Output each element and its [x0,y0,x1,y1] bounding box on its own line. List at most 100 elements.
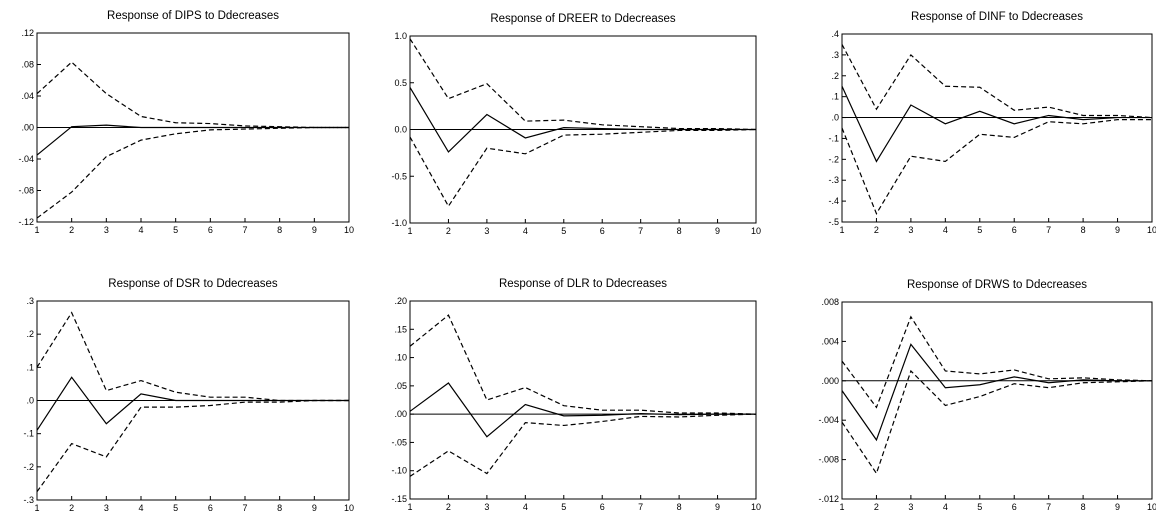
confidence-band-line [841,369,1153,475]
x-tick-label: 2 [874,225,879,235]
x-tick-label: 8 [1081,225,1086,235]
y-tick-label: .4 [831,29,839,39]
y-tick-label: 1.0 [394,31,407,41]
y-tick-label: .2 [831,71,839,81]
x-tick-label: 6 [1012,225,1017,235]
x-tick-label: 5 [561,226,566,236]
y-tick-label: .00 [21,123,34,133]
chart-svg: Response of DIPS to Ddecreases .12 .08 .04.… [18,10,354,235]
x-tick-label: 4 [138,503,143,513]
x-tick-label: 4 [523,226,528,236]
chart-svg: Response of DRWS to Ddecreases .008 .004 .0… [818,279,1156,512]
chart-panel: Response of DINF to Ddecreases .4 .3 .2 .1 .0… [790,0,1156,240]
x-tick-label: 7 [638,502,643,512]
chart-svg: Response of DINF to Ddecreases .4 .3 .2 .1 .0… [828,11,1156,235]
y-tick-label: -.1 [23,429,34,439]
x-tick-label: 9 [715,226,720,236]
x-tick-label: 5 [977,225,982,235]
y-tick-label: .12 [21,28,34,38]
chart-title: Response of DINF to Ddecreases [911,11,1083,23]
chart-panel: Response of DIPS to Ddecreases .12 .08 .04.… [0,0,360,240]
x-tick-label: 1 [34,225,39,235]
y-tick-label: .004 [821,336,839,346]
x-tick-label: 1 [407,502,412,512]
x-tick-label: 5 [173,503,178,513]
y-tick-label: -.2 [23,462,34,472]
y-tick-label: -.15 [391,494,407,504]
y-tick-label: .00 [394,409,407,419]
y-tick-label: .1 [831,92,839,102]
y-tick-label: .3 [26,296,34,306]
x-tick-label: 5 [977,502,982,512]
x-tick-label: 1 [839,225,844,235]
y-tick-label: .3 [831,50,839,60]
chart-title: Response of DSR to Ddecreases [108,278,278,290]
y-tick-label: -.2 [828,154,839,164]
chart-svg: Response of DSR to Ddecreases .3 .2 .1 .0 -.1… [23,278,354,513]
x-tick-label: 7 [242,225,247,235]
x-tick-label: 4 [943,502,948,512]
chart-title: Response of DREER to Ddecreases [490,13,676,25]
x-tick-label: 6 [600,226,605,236]
y-tick-label: .05 [394,381,407,391]
x-tick-label: 3 [484,226,489,236]
x-tick-label: 5 [173,225,178,235]
y-tick-label: .0 [26,396,34,406]
y-tick-label: 0.5 [394,78,407,88]
y-tick-label: -.3 [23,495,34,505]
y-tick-label: -1.0 [391,218,407,228]
x-tick-label: 4 [943,225,948,235]
response-line [841,343,1152,442]
chart-title: Response of DLR to Ddecreases [499,278,667,290]
y-tick-label: -.4 [828,196,839,206]
y-tick-label: -.004 [818,415,839,425]
chart-panel: Response of DLR to Ddecreases .20 .15 .10 .0… [390,272,770,517]
x-tick-label: 2 [874,502,879,512]
x-tick-label: 8 [677,226,682,236]
chart-svg: Response of DLR to Ddecreases .20 .15 .10 .0… [391,278,761,512]
confidence-band-line [36,61,349,129]
y-tick-label: .000 [821,376,839,386]
x-tick-label: 5 [561,502,566,512]
y-tick-label: -.1 [828,133,839,143]
y-tick-label: .08 [21,60,34,70]
x-tick-label: 3 [908,225,913,235]
x-tick-label: 6 [208,503,213,513]
x-tick-label: 6 [1012,502,1017,512]
x-tick-label: 3 [104,503,109,513]
x-tick-label: 10 [1147,225,1156,235]
chart-panel: Response of DRWS to Ddecreases .008 .004 .0… [790,272,1156,517]
x-tick-label: 3 [484,502,489,512]
chart-svg: Response of DREER to Ddecreases 1.0 0.5 0.0… [391,13,761,236]
x-tick-label: 8 [1081,502,1086,512]
y-tick-label: -.05 [391,437,407,447]
x-tick-label: 10 [1147,502,1156,512]
confidence-band-line [841,315,1153,409]
response-line [36,376,349,431]
response-line [409,382,756,438]
confidence-band-line [36,311,349,402]
x-tick-label: 9 [1115,502,1120,512]
response-line [36,124,349,156]
y-tick-label: .0 [831,113,839,123]
y-tick-label: .20 [394,296,407,306]
response-line [409,87,756,153]
confidence-band-line [841,44,1153,119]
x-tick-label: 4 [138,225,143,235]
y-tick-label: .008 [821,297,839,307]
x-tick-label: 1 [839,502,844,512]
y-tick-label: .10 [394,353,407,363]
x-tick-label: 7 [638,226,643,236]
x-tick-label: 3 [908,502,913,512]
x-tick-label: 8 [677,502,682,512]
x-tick-label: 1 [407,226,412,236]
y-tick-label: -.008 [818,455,839,465]
x-tick-label: 9 [312,503,317,513]
x-tick-label: 4 [523,502,528,512]
y-tick-label: .2 [26,329,34,339]
x-tick-label: 10 [344,225,354,235]
y-tick-label: .1 [26,362,34,372]
plot-frame [841,33,1153,223]
y-tick-label: -.5 [828,217,839,227]
y-tick-label: -.012 [818,494,839,504]
